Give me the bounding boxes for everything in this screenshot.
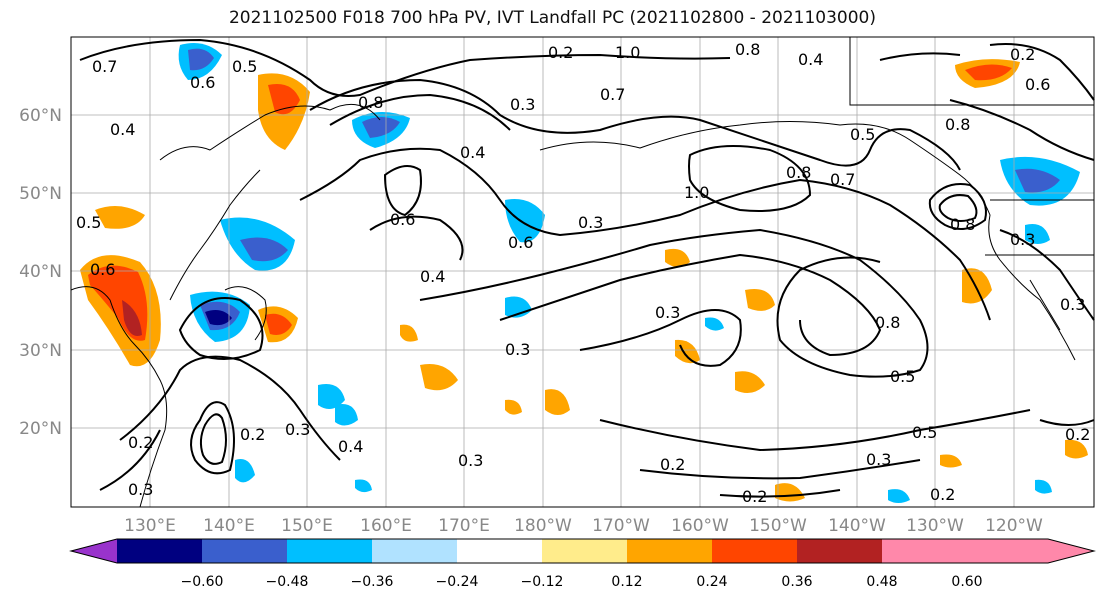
lon-label: 170°W	[592, 516, 650, 536]
lat-label: 30°N	[19, 341, 62, 361]
contour-label: 0.2	[930, 485, 955, 504]
contour-label: 0.6	[190, 73, 215, 92]
lon-label: 170°E	[438, 516, 490, 536]
contour-label: 0.6	[390, 210, 415, 229]
map-gridlines	[71, 37, 1094, 507]
map-panel	[71, 37, 1094, 507]
lon-label: 130°W	[906, 516, 964, 536]
latitude-labels: 60°N 50°N 40°N 30°N 20°N	[19, 106, 62, 439]
colorbar-segment	[202, 539, 287, 563]
contour-label: 0.3	[510, 95, 535, 114]
contour-label: 0.2	[1010, 45, 1035, 64]
colorbar-tick: 0.48	[866, 574, 897, 590]
colorbar-tick: −0.12	[521, 574, 564, 590]
contour-label: 0.2	[1065, 425, 1090, 444]
contour-label: 0.7	[600, 85, 625, 104]
colorbar-tick: −0.24	[436, 574, 479, 590]
lon-label: 160°E	[360, 516, 412, 536]
colorbar-outline	[69, 538, 1096, 564]
contour-label: 0.6	[90, 260, 115, 279]
map-frame	[70, 36, 1095, 508]
colorbar-segment	[287, 539, 372, 563]
colorbar-tick: 0.24	[696, 574, 727, 590]
colorbar-tick: 0.12	[611, 574, 642, 590]
contour-label: 0.4	[110, 120, 135, 139]
contour-label: 0.5	[850, 125, 875, 144]
contour-label: 0.6	[1025, 75, 1050, 94]
coastlines	[70, 37, 1094, 508]
lon-label: 120°W	[985, 516, 1043, 536]
colorbar-segment	[372, 539, 457, 563]
contour-label: 0.3	[578, 213, 603, 232]
contour-label: 1.0	[684, 183, 709, 202]
contour-label: 0.2	[128, 433, 153, 452]
contour-label: 0.3	[866, 450, 891, 469]
lon-label: 150°E	[281, 516, 333, 536]
contour-label: 0.8	[358, 93, 383, 112]
contour-label: 0.5	[912, 423, 937, 442]
colorbar-segment	[542, 539, 627, 563]
colorbar-tick: 0.36	[781, 574, 812, 590]
contour-label: 1.0	[615, 43, 640, 62]
contour-label: 0.8	[945, 115, 970, 134]
contour-label: 0.8	[875, 313, 900, 332]
contour-label: 0.3	[655, 303, 680, 322]
lon-label: 140°E	[203, 516, 255, 536]
contour-label: 0.2	[742, 487, 767, 506]
colorbar-segment	[457, 539, 542, 563]
contour-label: 0.2	[660, 455, 685, 474]
contour-label: 0.5	[232, 57, 257, 76]
lon-label: 140°W	[828, 516, 886, 536]
lon-label: 150°W	[749, 516, 807, 536]
lon-label: 180°W	[514, 516, 572, 536]
lat-label: 40°N	[19, 262, 62, 282]
contour-label: 0.3	[458, 451, 483, 470]
contour-label: 0.4	[338, 437, 363, 456]
lat-label: 20°N	[19, 419, 62, 439]
contour-label: 0.7	[830, 170, 855, 189]
contour-label: 0.5	[890, 367, 915, 386]
contour-label: 0.3	[1060, 295, 1085, 314]
contour-label: 0.4	[420, 267, 445, 286]
contour-label: 0.7	[92, 57, 117, 76]
colorbar-segment	[117, 539, 202, 563]
contour-label: 0.4	[460, 143, 485, 162]
contour-label: 0.3	[505, 340, 530, 359]
colorbar-tick: −0.48	[266, 574, 309, 590]
contour-label: 0.3	[1010, 230, 1035, 249]
contour-label: 0.8	[786, 163, 811, 182]
contour-labels: 0.7 0.6 0.5 0.4 0.8 0.3 0.2 1.0 0.7 0.8 …	[76, 40, 1090, 506]
contour-label: 0.2	[548, 43, 573, 62]
colorbar-extend-left	[71, 539, 117, 563]
colorbar-tick: −0.36	[351, 574, 394, 590]
lat-label: 60°N	[19, 106, 62, 126]
colorbar-segment	[712, 539, 797, 563]
colorbar-tick: −0.60	[181, 574, 224, 590]
lon-label: 130°E	[124, 516, 176, 536]
colorbar-extend-right	[882, 539, 1094, 563]
contour-label: 0.6	[508, 233, 533, 252]
contour-label: 0.8	[950, 215, 975, 234]
colorbar-segment	[797, 539, 882, 563]
map-title: 2021102500 F018 700 hPa PV, IVT Landfall…	[228, 8, 876, 28]
colorbar-tick: 0.60	[951, 574, 982, 590]
pv-anomaly-shading	[80, 42, 1088, 503]
lat-label: 50°N	[19, 184, 62, 204]
colorbar-segment	[627, 539, 712, 563]
contour-label: 0.3	[285, 420, 310, 439]
contour-label: 0.2	[240, 425, 265, 444]
lon-label: 160°W	[671, 516, 729, 536]
longitude-labels: 130°E 140°E 150°E 160°E 170°E 180°W 170°…	[124, 516, 1043, 536]
contour-label: 0.8	[735, 40, 760, 59]
contour-label: 0.3	[128, 480, 153, 499]
contour-label: 0.5	[76, 213, 101, 232]
pv-contours	[79, 38, 1095, 498]
contour-label: 0.4	[798, 50, 823, 69]
colorbar: −0.60 −0.48 −0.36 −0.24 −0.12 0.12 0.24 …	[69, 538, 1096, 590]
